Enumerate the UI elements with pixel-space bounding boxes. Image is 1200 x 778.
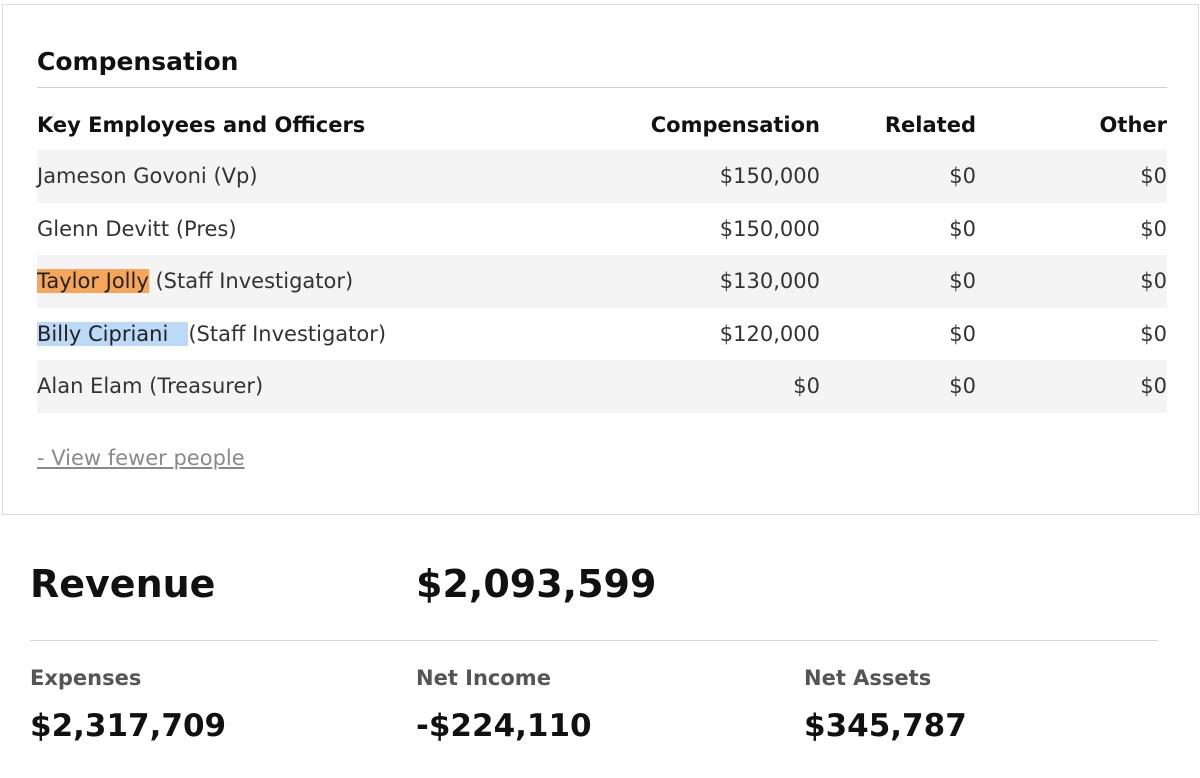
employee-cell: Jameson Govoni (Vp) — [37, 150, 597, 203]
expenses-label: Expenses — [30, 666, 142, 690]
table-row: Jameson Govoni (Vp) $150,000 $0 $0 — [37, 150, 1167, 203]
compensation-cell: $130,000 — [597, 255, 820, 308]
employee-role: (Pres) — [169, 216, 237, 241]
table-row: Billy Cipriani (Staff Investigator) $120,… — [37, 308, 1167, 361]
compensation-cell: $120,000 — [719, 321, 820, 346]
related-cell: $0 — [949, 216, 976, 241]
employee-name-highlighted: Taylor Jolly — [37, 269, 149, 294]
employee-name: Glenn Devitt — [37, 216, 170, 241]
compensation-divider — [37, 87, 1167, 88]
related-cell: $0 — [820, 255, 976, 308]
header-key-employees: Key Employees and Officers — [37, 113, 366, 137]
net-assets-label: Net Assets — [804, 666, 932, 690]
revenue-divider — [30, 640, 1158, 641]
net-assets-value: $345,787 — [804, 708, 967, 744]
net-assets-stat: Net Assets $345,787 — [804, 666, 967, 744]
header-related: Related — [884, 113, 976, 137]
expenses-value: $2,317,709 — [30, 708, 227, 744]
employee-name: Alan Elam — [37, 374, 143, 399]
compensation-cell: $150,000 — [719, 216, 820, 241]
table-header-row: Key Employees and Officers Compensation … — [37, 100, 1167, 150]
net-income-label: Net Income — [416, 666, 551, 690]
employee-cell: Glenn Devitt (Pres) — [37, 203, 597, 256]
employee-cell: Alan Elam (Treasurer) — [37, 360, 597, 413]
employee-name: Jameson Govoni — [37, 164, 207, 189]
table-row: Taylor Jolly (Staff Investigator) $130,0… — [37, 255, 1167, 308]
table-row: Glenn Devitt (Pres) $150,000 $0 $0 — [37, 203, 1167, 256]
header-compensation: Compensation — [650, 113, 820, 137]
header-other: Other — [1099, 113, 1167, 137]
other-cell: $0 — [976, 150, 1167, 203]
compensation-card: Compensation Key Employees and Officers … — [2, 4, 1199, 515]
revenue-value: $2,093,599 — [416, 562, 657, 606]
employee-cell: Taylor Jolly (Staff Investigator) — [37, 255, 597, 308]
employee-role: (Vp) — [206, 164, 258, 189]
related-cell: $0 — [820, 150, 976, 203]
other-cell: $0 — [1140, 321, 1167, 346]
employee-role: (Treasurer) — [142, 374, 264, 399]
table-row: Alan Elam (Treasurer) $0 $0 $0 — [37, 360, 1167, 413]
other-cell: $0 — [1140, 216, 1167, 241]
compensation-table: Key Employees and Officers Compensation … — [37, 100, 1167, 413]
compensation-cell: $0 — [597, 360, 820, 413]
net-income-value: -$224,110 — [416, 708, 592, 744]
view-fewer-people-link[interactable]: - View fewer people — [37, 446, 245, 470]
other-cell: $0 — [976, 360, 1167, 413]
employee-role: (Staff Investigator) — [188, 321, 387, 346]
compensation-title: Compensation — [37, 47, 239, 76]
related-cell: $0 — [820, 360, 976, 413]
net-income-stat: Net Income -$224,110 — [416, 666, 592, 744]
other-cell: $0 — [976, 255, 1167, 308]
revenue-label: Revenue — [30, 562, 216, 606]
related-cell: $0 — [949, 321, 976, 346]
employee-cell: Billy Cipriani (Staff Investigator) — [37, 308, 597, 361]
compensation-cell: $150,000 — [597, 150, 820, 203]
expenses-stat: Expenses $2,317,709 — [30, 666, 226, 744]
employee-role: (Staff Investigator) — [148, 269, 354, 294]
employee-name-selected[interactable]: Billy Cipriani — [37, 321, 189, 346]
